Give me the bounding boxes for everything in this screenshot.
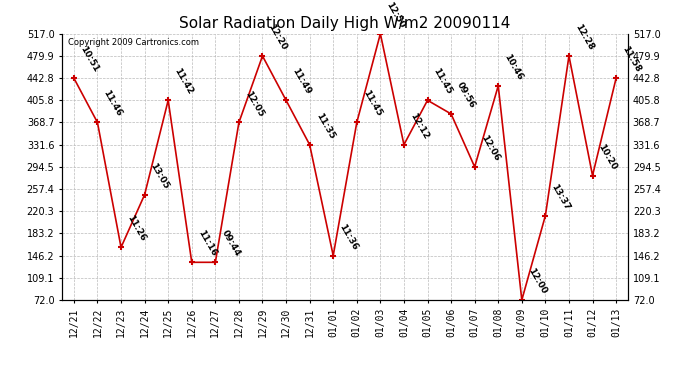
Text: 13:05: 13:05 xyxy=(149,161,171,190)
Text: 10:20: 10:20 xyxy=(597,142,619,171)
Text: 11:35: 11:35 xyxy=(314,111,336,141)
Text: 11:58: 11:58 xyxy=(620,45,642,74)
Text: 11:49: 11:49 xyxy=(290,67,313,96)
Text: 11:26: 11:26 xyxy=(125,214,147,243)
Text: 12:05: 12:05 xyxy=(243,89,265,118)
Text: Copyright 2009 Cartronics.com: Copyright 2009 Cartronics.com xyxy=(68,38,199,47)
Text: 10:51: 10:51 xyxy=(78,45,100,74)
Text: 11:46: 11:46 xyxy=(101,89,124,118)
Text: 11:45: 11:45 xyxy=(361,89,383,118)
Text: 09:44: 09:44 xyxy=(219,229,242,258)
Text: 10:46: 10:46 xyxy=(502,53,524,82)
Text: 11:16: 11:16 xyxy=(196,229,218,258)
Text: 12:28: 12:28 xyxy=(573,22,595,52)
Text: 12:12: 12:12 xyxy=(408,111,430,141)
Text: 11:45: 11:45 xyxy=(432,67,454,96)
Text: 09:56: 09:56 xyxy=(455,81,477,110)
Text: 12:06: 12:06 xyxy=(479,134,501,163)
Title: Solar Radiation Daily High W/m2 20090114: Solar Radiation Daily High W/m2 20090114 xyxy=(179,16,511,31)
Text: 12:00: 12:00 xyxy=(526,267,548,296)
Text: 11:42: 11:42 xyxy=(172,67,195,96)
Text: 12:20: 12:20 xyxy=(266,22,288,52)
Text: 11:36: 11:36 xyxy=(337,222,359,252)
Text: 12:50: 12:50 xyxy=(384,0,406,30)
Text: 13:37: 13:37 xyxy=(549,182,572,212)
